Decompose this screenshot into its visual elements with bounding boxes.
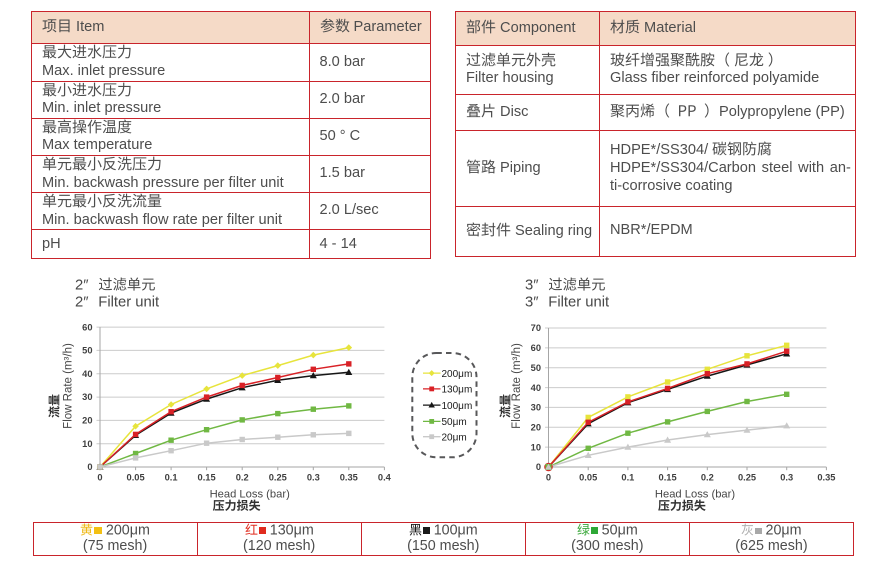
svg-text:0.05: 0.05: [127, 472, 145, 482]
svg-text:2″: 2″: [75, 295, 88, 311]
svg-text:70: 70: [531, 323, 541, 333]
svg-text:0: 0: [87, 462, 92, 472]
svg-text:20: 20: [82, 416, 92, 426]
svg-text:130μm: 130μm: [442, 385, 473, 396]
svg-text:40: 40: [82, 369, 92, 379]
svg-text:0.25: 0.25: [269, 472, 287, 482]
svg-text:Head Loss (bar): Head Loss (bar): [655, 488, 735, 500]
svg-text:10: 10: [82, 439, 92, 449]
svg-text:10: 10: [531, 442, 541, 452]
svg-text:50μm: 50μm: [442, 417, 467, 428]
svg-text:60: 60: [531, 343, 541, 353]
svg-text:3″: 3″: [525, 278, 538, 294]
svg-text:0.15: 0.15: [659, 472, 677, 482]
svg-text:50: 50: [82, 346, 92, 356]
svg-text:200μm: 200μm: [442, 369, 473, 380]
svg-text:0.35: 0.35: [817, 472, 835, 482]
svg-text:0: 0: [536, 462, 541, 472]
svg-text:50: 50: [531, 363, 541, 373]
svg-text:0.3: 0.3: [780, 472, 793, 482]
svg-text:30: 30: [82, 392, 92, 402]
svg-text:0.15: 0.15: [198, 472, 216, 482]
svg-text:Head Loss (bar): Head Loss (bar): [210, 488, 290, 500]
svg-text:0.1: 0.1: [621, 472, 634, 482]
svg-text:Flow Rate (m³/h): Flow Rate (m³/h): [63, 343, 75, 429]
svg-text:0.3: 0.3: [307, 472, 320, 482]
svg-text:0.35: 0.35: [340, 472, 358, 482]
svg-text:40: 40: [531, 383, 541, 393]
svg-text:0: 0: [97, 472, 102, 482]
svg-text:0: 0: [546, 472, 551, 482]
svg-text:3″: 3″: [525, 295, 538, 311]
svg-text:0.2: 0.2: [236, 472, 249, 482]
svg-text:0.2: 0.2: [701, 472, 714, 482]
svg-text:Filter unit: Filter unit: [98, 295, 159, 311]
svg-text:60: 60: [82, 322, 92, 332]
svg-text:2″: 2″: [75, 278, 88, 294]
svg-text:0.25: 0.25: [738, 472, 756, 482]
svg-text:Filter unit: Filter unit: [548, 295, 609, 311]
svg-text:0.4: 0.4: [378, 472, 392, 482]
svg-text:0.1: 0.1: [165, 472, 178, 482]
svg-text:Flow Rate (m³/h): Flow Rate (m³/h): [511, 343, 523, 429]
svg-text:20: 20: [531, 423, 541, 433]
svg-text:0.05: 0.05: [579, 472, 597, 482]
svg-text:20μm: 20μm: [442, 433, 467, 444]
svg-text:30: 30: [531, 403, 541, 413]
svg-text:100μm: 100μm: [442, 401, 473, 412]
